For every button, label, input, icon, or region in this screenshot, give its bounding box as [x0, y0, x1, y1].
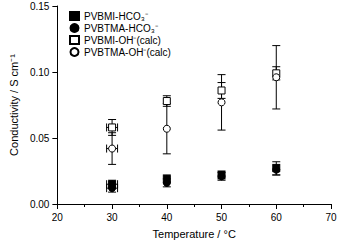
- svg-text:20: 20: [52, 212, 64, 223]
- svg-text:Conductivity / S cm⁻¹: Conductivity / S cm⁻¹: [8, 54, 20, 156]
- svg-text:0.15: 0.15: [30, 1, 50, 12]
- svg-text:0.10: 0.10: [30, 67, 50, 78]
- svg-text:60: 60: [271, 212, 283, 223]
- svg-text:PVBTMA-HCO₃⁻: PVBTMA-HCO₃⁻: [84, 23, 159, 34]
- svg-text:PVBMI-OH⁻(calc): PVBMI-OH⁻(calc): [84, 35, 161, 46]
- svg-text:50: 50: [216, 212, 228, 223]
- svg-text:30: 30: [107, 212, 119, 223]
- svg-text:PVBTMA-OH⁻(calc): PVBTMA-OH⁻(calc): [84, 47, 171, 58]
- svg-text:PVBMI-HCO₃⁻: PVBMI-HCO₃⁻: [84, 11, 149, 22]
- svg-text:0.05: 0.05: [30, 133, 50, 144]
- svg-text:70: 70: [325, 212, 337, 223]
- svg-text:0.00: 0.00: [30, 199, 50, 210]
- svg-text:40: 40: [161, 212, 173, 223]
- svg-text:Temperature / °C: Temperature / °C: [153, 228, 236, 240]
